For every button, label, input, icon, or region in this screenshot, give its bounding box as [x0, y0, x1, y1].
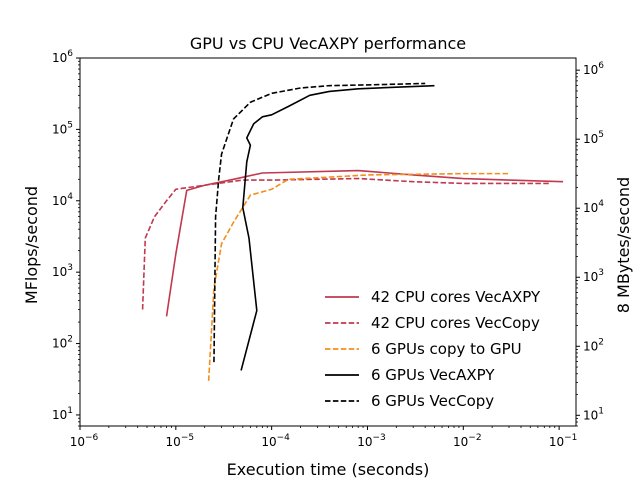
x-axis-label: Execution time (seconds): [227, 460, 430, 479]
y-axis-right-label: 8 MBytes/second: [614, 177, 633, 313]
series-line-1: [165, 169, 564, 317]
y-tick-label: 106: [52, 49, 73, 65]
y-right-tick-label: 103: [583, 268, 604, 284]
y-right-tick-label: 106: [583, 61, 604, 77]
legend-label-1: 42 CPU cores VecAXPY: [371, 288, 541, 306]
legend-label-2: 42 CPU cores VecCopy: [371, 314, 540, 332]
axis-layer: 10−6 10−5 10−4 10−3 10−2 10−1 101 102 103 104 105 1…: [52, 49, 604, 449]
y-tick-label: 104: [52, 192, 73, 208]
x-tick-label: 10−4: [261, 433, 290, 449]
series-line-4: [240, 84, 435, 371]
y-right-tick-label: 101: [583, 406, 604, 422]
chart-title: GPU vs CPU VecAXPY performance: [190, 34, 466, 53]
y-tick-label: 105: [52, 120, 73, 136]
plot-layer: [141, 82, 564, 381]
series-line-3: [207, 172, 510, 381]
legend-label-5: 6 GPUs VecCopy: [371, 392, 494, 410]
y-right-tick-label: 102: [583, 337, 604, 353]
y-right-tick-label: 105: [583, 130, 604, 146]
x-tick-label: 10−3: [357, 433, 386, 449]
x-tick-label: 10−6: [70, 433, 99, 449]
legend: 42 CPU cores VecAXPY 42 CPU cores VecCopy…: [325, 288, 541, 410]
x-tick-label: 10−5: [166, 433, 195, 449]
x-tick-label: 10−1: [549, 433, 578, 449]
y-tick-label: 103: [52, 263, 73, 279]
series-line-2: [141, 177, 550, 310]
y-tick-label: 102: [52, 335, 73, 351]
x-tick-label: 10−2: [453, 433, 482, 449]
plot-frame: [79, 57, 577, 427]
y-tick-label: 101: [52, 406, 73, 422]
legend-label-4: 6 GPUs VecAXPY: [371, 366, 495, 384]
y-right-tick-label: 104: [583, 199, 604, 215]
legend-label-3: 6 GPUs copy to GPU: [371, 340, 522, 358]
series-line-5: [213, 82, 426, 363]
y-axis-label: MFlops/second: [22, 186, 41, 304]
